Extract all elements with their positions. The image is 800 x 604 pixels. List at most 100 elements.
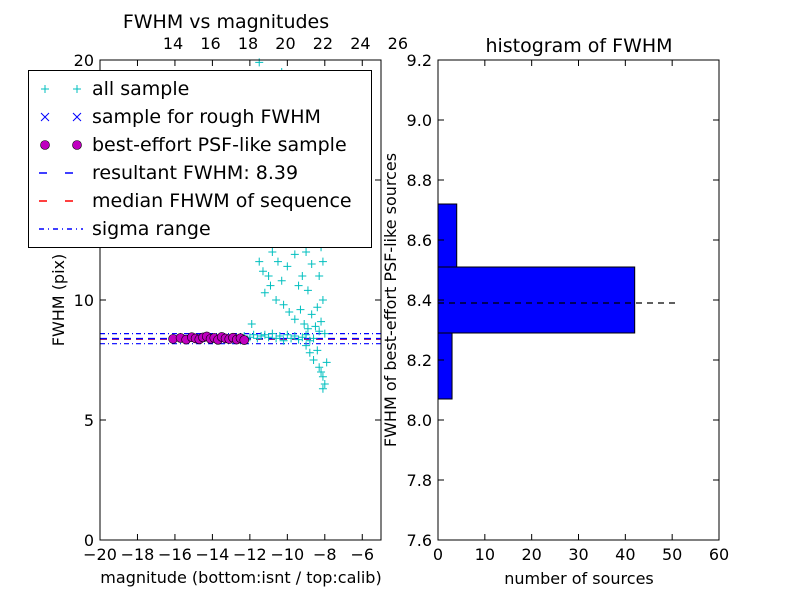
legend-circle-marker — [40, 140, 82, 150]
all-sample-point — [318, 384, 327, 393]
psf-sample-point — [239, 335, 250, 345]
histogram-bar — [437, 203, 458, 268]
right-x-ticks: 0 10 20 30 40 50 60 — [433, 60, 729, 564]
left-chart-title: FWHM vs magnitudes — [123, 11, 329, 33]
histogram-bars — [437, 203, 636, 400]
histogram-bar — [437, 266, 636, 334]
all-sample-point — [303, 286, 312, 295]
top-x-tick-label: 16 — [200, 34, 220, 53]
right-y-ticks: 7.6 7.8 8.0 8.2 8.4 8.6 8.8 9.0 9.2 — [407, 51, 719, 550]
all-sample-point — [290, 315, 299, 324]
left-y-axis-label: FWHM (pix) — [49, 254, 68, 347]
plus-marker — [73, 85, 81, 93]
all-sample-point — [322, 358, 331, 367]
all-sample-point — [285, 308, 294, 316]
x-tick-label: −16 — [158, 545, 192, 564]
all-sample-point — [309, 356, 318, 364]
y-tick-label: 7.8 — [407, 471, 432, 490]
x-tick-label: −6 — [350, 545, 374, 564]
all-sample-point — [247, 320, 256, 328]
all-sample-point — [290, 332, 299, 340]
x-tick-label: −12 — [233, 545, 267, 564]
all-sample-point — [311, 322, 320, 331]
all-sample-point — [298, 272, 307, 280]
all-sample-point — [315, 272, 324, 280]
all-sample-point — [279, 336, 288, 345]
all-sample-point — [317, 317, 326, 326]
top-x-tick-label: 18 — [238, 34, 258, 53]
legend-label: best-effort PSF-like sample — [92, 134, 347, 156]
y-tick-label: 8.4 — [407, 291, 432, 310]
top-x-tick-label: 20 — [275, 34, 295, 53]
left-top-ticks: 14 16 18 20 22 24 26 — [163, 34, 408, 53]
all-sample-point — [272, 296, 281, 304]
legend-entry-psf-sample: best-effort PSF-like sample — [29, 132, 371, 158]
all-sample-point — [305, 348, 314, 357]
x-marker — [72, 112, 82, 122]
legend-entry-resultant-fwhm: resultant FWHM: 8.39 — [29, 160, 371, 186]
legend-label: median FHWM of sequence — [92, 190, 352, 212]
all-sample-point — [300, 320, 309, 328]
all-sample-point — [320, 329, 329, 338]
histogram-bar — [437, 332, 453, 400]
fwhm-histogram-chart: histogram of FWHM number of sources FWHM… — [381, 35, 729, 588]
x-tick-label: −18 — [121, 545, 155, 564]
all-sample-point — [264, 272, 273, 280]
right-chart-title: histogram of FWHM — [485, 35, 672, 57]
legend-dashed-line — [39, 172, 83, 174]
y-tick-label: 9.0 — [407, 111, 432, 130]
x-tick-label: 40 — [615, 545, 635, 564]
all-sample-point — [249, 330, 258, 339]
left-chart-legend: all sample sample for rough FWHM best-ef… — [28, 70, 372, 248]
x-tick-label: −8 — [313, 545, 337, 564]
x-tick-label: −10 — [270, 545, 304, 564]
all-sample-point — [315, 363, 324, 372]
legend-label: sigma range — [92, 218, 211, 240]
x-tick-label: 20 — [521, 545, 541, 564]
y-tick-label: 10 — [74, 291, 94, 310]
top-x-tick-label: 22 — [313, 34, 333, 53]
left-x-axis-label: magnitude (bottom:isnt / top:calib) — [100, 568, 381, 587]
all-sample-point — [307, 310, 316, 319]
all-sample-point — [264, 333, 273, 342]
left-bottom-ticks: −20 −18 −16 −14 −12 −10 −8 −6 — [83, 60, 374, 564]
y-tick-label: 0 — [84, 531, 94, 550]
plus-marker — [41, 85, 49, 93]
all-sample-point — [279, 300, 288, 309]
y-tick-label: 5 — [84, 411, 94, 430]
all-sample-point — [302, 341, 311, 350]
all-sample-point — [255, 257, 264, 266]
x-tick-label: 10 — [475, 545, 495, 564]
legend-dashed-line — [39, 200, 83, 202]
x-tick-label: 60 — [709, 545, 729, 564]
all-sample-point — [283, 262, 292, 271]
top-x-tick-label: 24 — [350, 34, 370, 53]
legend-dashdot-line — [39, 228, 83, 230]
all-sample-point — [302, 330, 311, 339]
all-sample-point — [303, 324, 312, 333]
all-sample-point — [257, 332, 266, 340]
legend-entry-median-fwhm: median FHWM of sequence — [29, 188, 371, 214]
all-sample-point — [318, 257, 327, 266]
all-sample-point — [313, 303, 322, 312]
legend-entry-sigma-range: sigma range — [29, 216, 371, 242]
all-sample-point — [313, 346, 322, 355]
x-marker — [40, 112, 50, 122]
top-x-tick-label: 26 — [388, 34, 408, 53]
legend-label: sample for rough FWHM — [92, 106, 321, 128]
right-plot-frame — [437, 59, 720, 541]
legend-entry-all-sample: all sample — [29, 76, 371, 102]
y-tick-label: 8.6 — [407, 231, 432, 250]
all-sample-point — [275, 332, 284, 340]
all-sample-point — [320, 380, 329, 388]
x-tick-label: −14 — [196, 545, 230, 564]
all-sample-point — [302, 248, 311, 256]
right-y-axis-label: FWHM of best-effort PSF-like sources — [381, 153, 400, 447]
y-tick-label: 9.2 — [407, 51, 432, 70]
legend-x-marker — [40, 112, 82, 122]
all-sample-point — [268, 248, 277, 256]
x-tick-label: −20 — [83, 545, 117, 564]
top-x-tick-label: 14 — [163, 34, 183, 53]
all-sample-point — [296, 305, 305, 314]
all-sample-point — [307, 260, 316, 268]
